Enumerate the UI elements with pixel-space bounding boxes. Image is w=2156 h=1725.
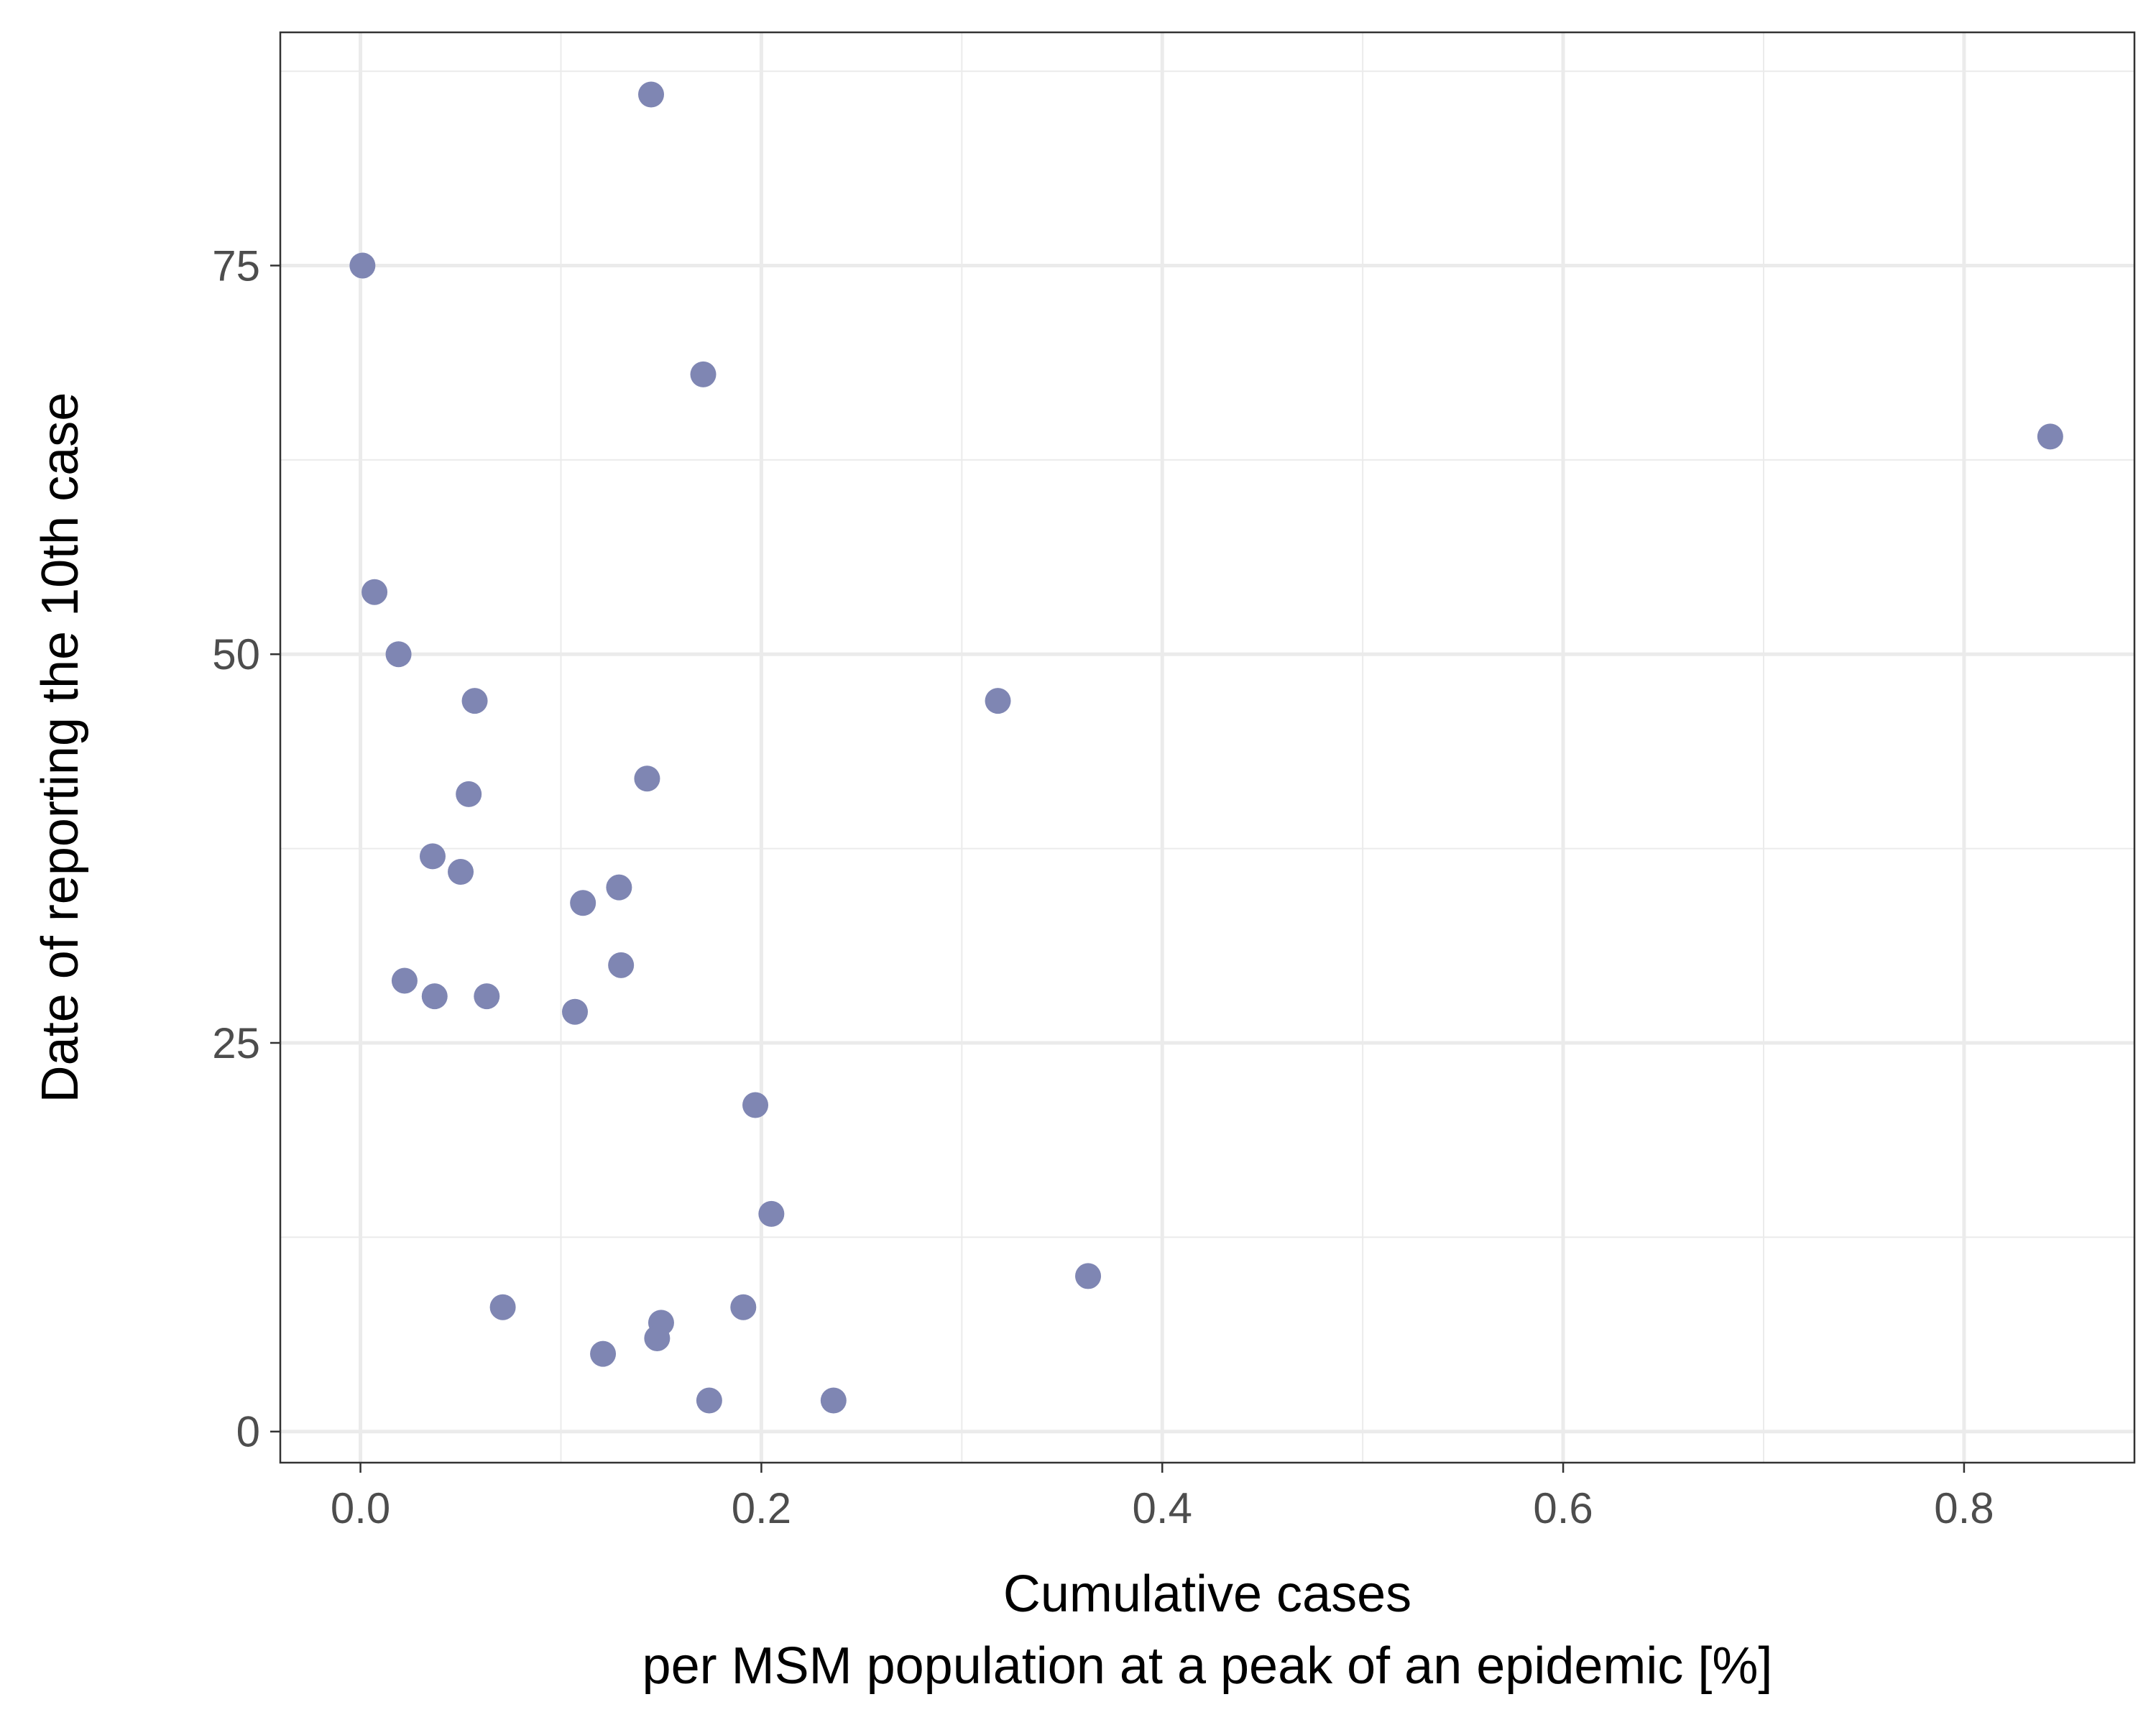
x-axis-title-line-1: Cumulative cases: [1003, 1565, 1411, 1623]
data-point: [638, 81, 664, 108]
data-point: [570, 890, 596, 916]
x-axis: 0.0 0.2 0.4 0.6 0.8: [331, 1463, 1994, 1532]
data-point: [758, 1200, 785, 1227]
data-point: [590, 1340, 617, 1367]
data-points: [349, 81, 2063, 1414]
data-point: [742, 1092, 769, 1118]
x-tick-label: 0.0: [331, 1484, 390, 1532]
x-axis-title-line-2: per MSM population at a peak of an epide…: [642, 1637, 1773, 1695]
data-point: [644, 1325, 671, 1351]
y-axis: 0 25 50 75: [212, 242, 280, 1456]
data-point: [474, 983, 500, 1010]
y-tick-label: 25: [212, 1019, 260, 1067]
data-point: [419, 843, 446, 870]
grid-major: [280, 32, 2134, 1463]
data-point: [1075, 1263, 1102, 1289]
data-point: [562, 998, 589, 1025]
plot-border: [279, 31, 2136, 1464]
x-tick-label: 0.8: [1934, 1484, 1994, 1532]
y-tick-label: 50: [212, 630, 260, 678]
y-tick-label: 0: [236, 1408, 260, 1456]
data-point: [391, 967, 418, 994]
data-point: [421, 983, 448, 1010]
data-point: [361, 579, 388, 605]
data-point: [461, 688, 488, 714]
data-point: [608, 952, 635, 978]
x-tick-label: 0.6: [1533, 1484, 1593, 1532]
data-point: [489, 1294, 516, 1320]
y-axis-title: Date of reporting the 10th case: [32, 392, 89, 1103]
data-point: [730, 1294, 757, 1320]
grid-minor: [280, 32, 2134, 1463]
data-point: [820, 1387, 847, 1414]
data-point: [985, 688, 1011, 714]
data-point: [456, 781, 482, 807]
data-point: [690, 361, 717, 387]
y-tick-label: 75: [212, 242, 260, 290]
data-point: [2037, 423, 2063, 450]
data-point: [696, 1387, 722, 1414]
data-point: [634, 765, 660, 792]
x-tick-label: 0.4: [1133, 1484, 1192, 1532]
data-point: [385, 641, 412, 668]
data-point: [349, 252, 376, 279]
data-point: [606, 874, 632, 901]
x-tick-label: 0.2: [732, 1484, 791, 1532]
plot-background: [280, 32, 2134, 1463]
data-point: [448, 859, 474, 886]
